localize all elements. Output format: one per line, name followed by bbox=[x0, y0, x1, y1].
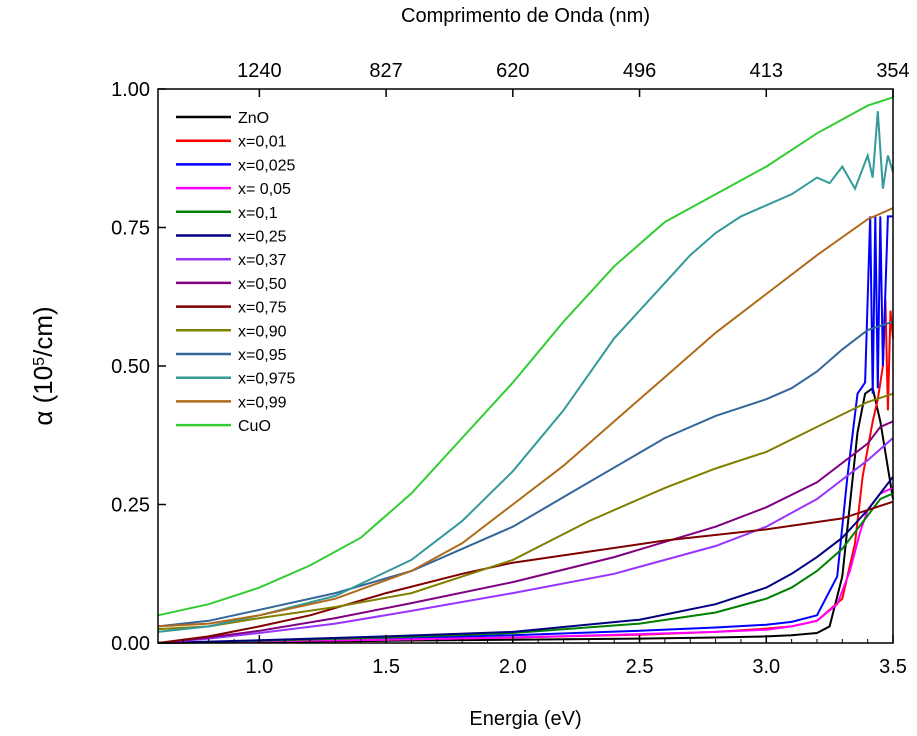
series-line-11 bbox=[157, 111, 894, 633]
y-tick-label: 0.75 bbox=[111, 218, 150, 240]
series-line-10 bbox=[157, 320, 894, 628]
top-tick-label: 620 bbox=[496, 60, 529, 82]
legend-label: x=0,025 bbox=[238, 157, 295, 174]
y-tick-label: 1.00 bbox=[111, 79, 150, 101]
top-tick-label: 827 bbox=[369, 60, 402, 82]
legend-label: x=0,25 bbox=[238, 229, 287, 246]
series-line-12 bbox=[157, 207, 894, 628]
x-tick-label: 1.5 bbox=[372, 656, 400, 678]
top-axis-title: Comprimento de Onda (nm) bbox=[401, 5, 650, 27]
legend-label: x= 0,05 bbox=[238, 181, 291, 198]
y-axis-title-main: α (10 bbox=[28, 366, 58, 426]
x-tick-label: 1.0 bbox=[245, 656, 273, 678]
top-tick-label: 496 bbox=[623, 60, 656, 82]
y-tick-label: 0.00 bbox=[111, 633, 150, 655]
legend-label: CuO bbox=[238, 418, 271, 435]
series-line-4 bbox=[157, 492, 894, 644]
top-tick-label: 1240 bbox=[237, 60, 282, 82]
y-tick-label: 0.25 bbox=[111, 495, 150, 517]
series-line-3 bbox=[157, 486, 894, 644]
y-tick-label: 0.50 bbox=[111, 356, 150, 378]
x-axis-title: Energia (eV) bbox=[469, 708, 581, 730]
axis-ticks: 1.0 1.5 2.0 2.5 3.0 3.5 0.00 0.25 0.50 0.75 1.00 12… bbox=[111, 60, 910, 678]
y-axis-title: α (105/cm) bbox=[28, 306, 58, 425]
series-line-6 bbox=[157, 437, 894, 644]
legend-label: x=0,95 bbox=[238, 347, 287, 364]
top-tick-label: 413 bbox=[750, 60, 783, 82]
legend-label: x=0,01 bbox=[238, 134, 287, 151]
x-tick-label: 2.5 bbox=[626, 656, 654, 678]
top-tick-label: 354 bbox=[876, 60, 909, 82]
legend-label: x=0,99 bbox=[238, 394, 287, 411]
series-line-7 bbox=[157, 420, 894, 644]
series-line-9 bbox=[157, 392, 894, 631]
legend-label: ZnO bbox=[238, 110, 269, 127]
legend-label: x=0,37 bbox=[238, 252, 287, 269]
legend-label: x=0,1 bbox=[238, 205, 278, 222]
y-axis-title-tail: /cm) bbox=[28, 306, 58, 357]
legend-label: x=0,975 bbox=[238, 371, 295, 388]
x-tick-label: 3.0 bbox=[752, 656, 780, 678]
legend-label: x=0,50 bbox=[238, 276, 287, 293]
x-tick-label: 2.0 bbox=[499, 656, 527, 678]
series-line-13 bbox=[157, 96, 894, 617]
legend: ZnO x=0,01 x=0,025 x= 0,05 x=0,1 x=0,25 x=0,37… bbox=[176, 110, 295, 435]
y-axis-title-superscript: 5 bbox=[31, 357, 48, 366]
series-line-8 bbox=[157, 500, 894, 644]
legend-label: x=0,90 bbox=[238, 323, 287, 340]
series-line-0 bbox=[157, 386, 894, 644]
x-tick-label: 3.5 bbox=[879, 656, 907, 678]
legend-label: x=0,75 bbox=[238, 300, 287, 317]
